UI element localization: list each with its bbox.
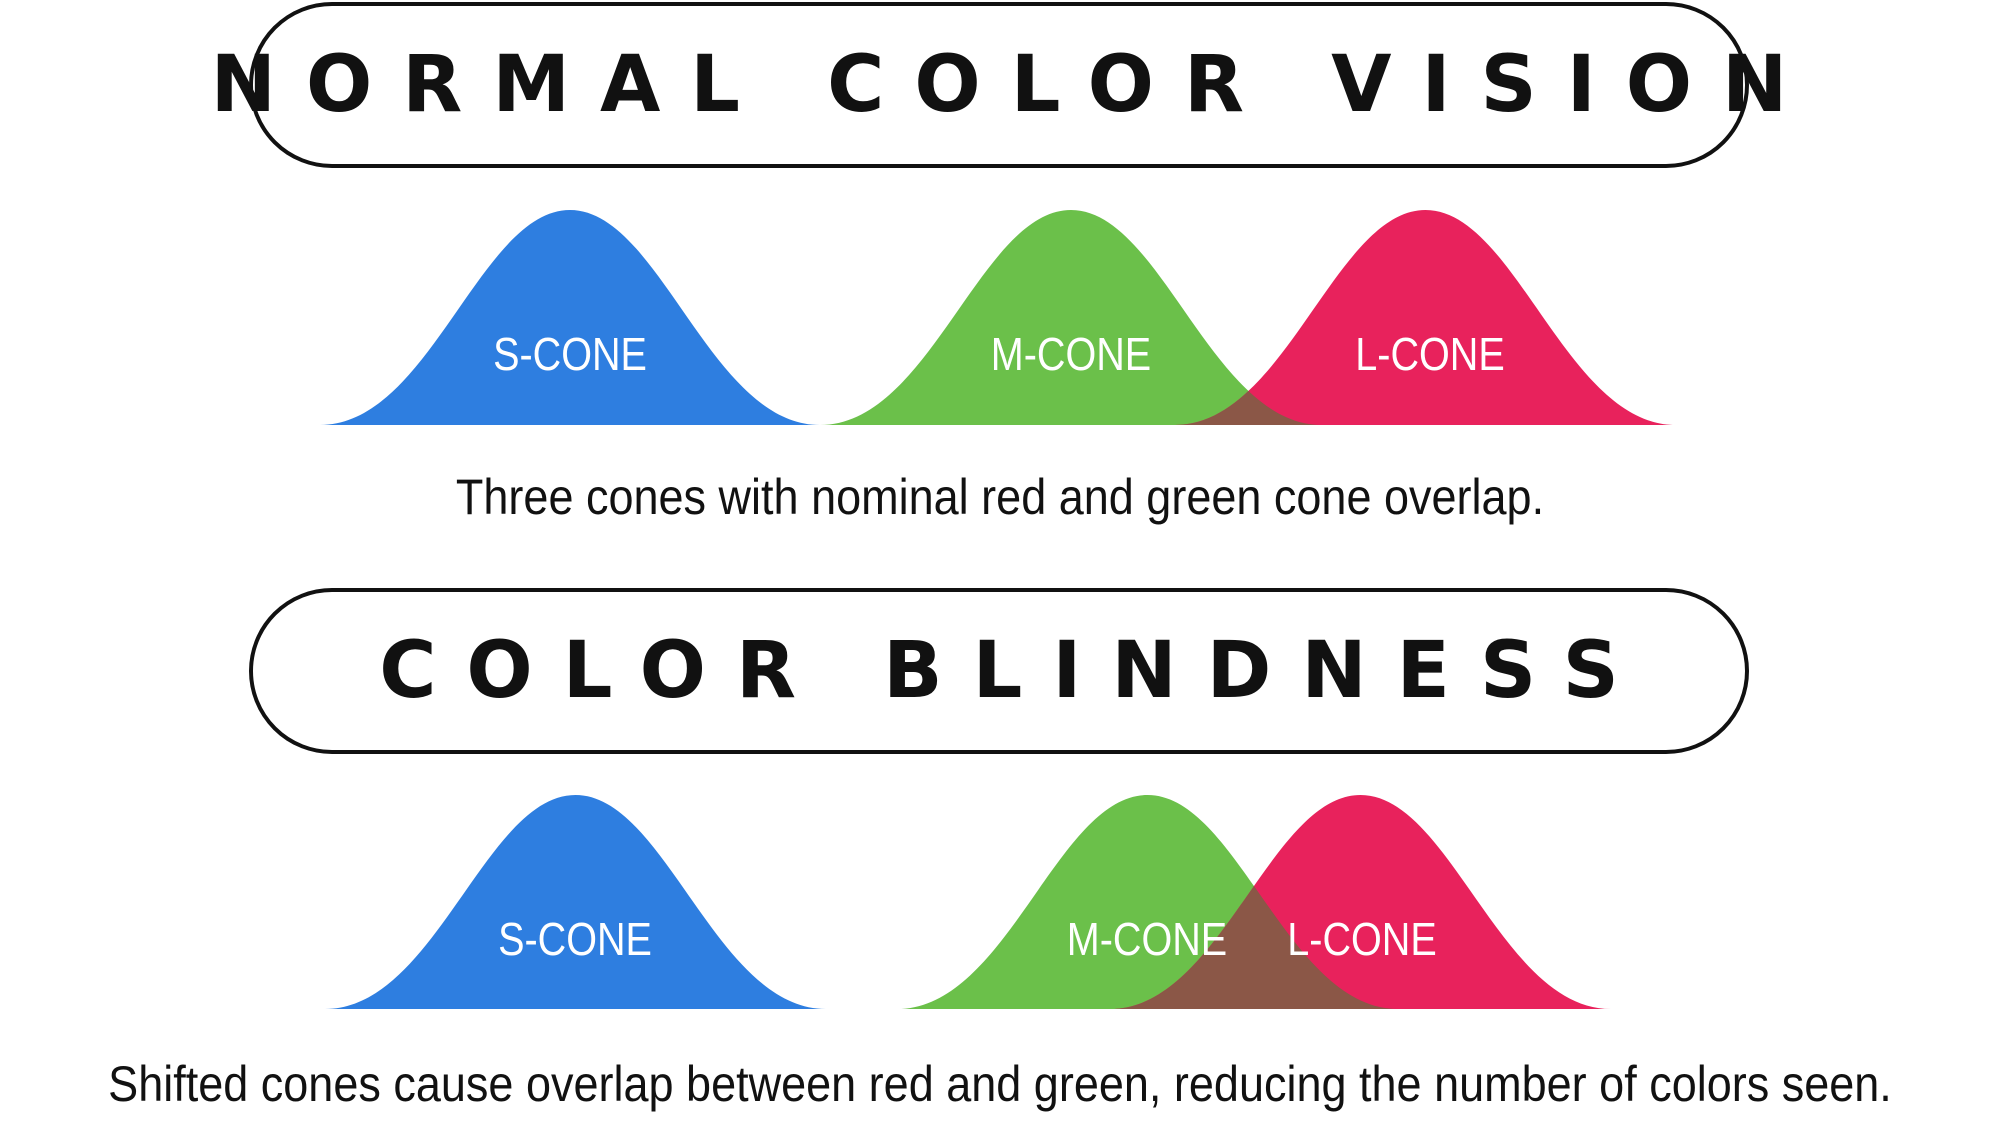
s-cone-curve xyxy=(325,795,826,1009)
color-blindness-title: COLOR BLINDNESS xyxy=(379,626,1649,716)
color-blindness-title-box: COLOR BLINDNESS xyxy=(249,588,1749,754)
l-cone-label: L-CONE xyxy=(1287,914,1436,965)
normal-vision-title: NORMAL COLOR VISION xyxy=(210,40,1818,130)
s-cone-curve xyxy=(320,210,820,425)
l-cone-label: L-CONE xyxy=(1355,329,1504,380)
normal-vision-caption: Three cones with nominal red and green c… xyxy=(455,469,1545,525)
m-cone-label: M-CONE xyxy=(1067,914,1227,965)
s-cone-label: S-CONE xyxy=(498,914,652,965)
s-cone-label: S-CONE xyxy=(493,329,647,380)
normal-vision-title-box: NORMAL COLOR VISION xyxy=(211,2,1787,168)
l-cone-curve xyxy=(1175,210,1676,425)
m-cone-curve xyxy=(820,210,1322,425)
m-cone-label: M-CONE xyxy=(991,329,1151,380)
color-blindness-caption: Shifted cones cause overlap between red … xyxy=(108,1056,1892,1112)
